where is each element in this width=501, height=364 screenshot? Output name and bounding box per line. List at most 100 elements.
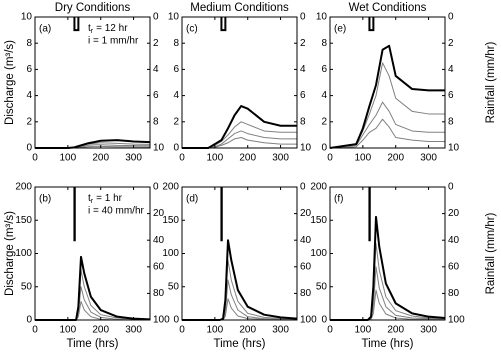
y-tick-label: 0 (321, 143, 327, 154)
y-tick-label: 2 (26, 116, 32, 127)
intensity-label: i = 40 mm/hr (88, 206, 145, 217)
y2-tick-label: 0 (448, 12, 454, 23)
y2-tick-label: 100 (300, 315, 317, 326)
y2-tick-label: 100 (153, 315, 170, 326)
panel-label: (c) (186, 24, 198, 35)
x-tick-label: 100 (60, 153, 77, 164)
y-tick-label: 200 (310, 182, 327, 193)
panel-label: (e) (334, 24, 346, 35)
x-tick-label: 0 (327, 153, 333, 164)
y2-tick-label: 0 (300, 182, 306, 193)
y-tick-label: 50 (21, 281, 33, 292)
x-tick-label: 0 (32, 153, 38, 164)
y-tick-label: 200 (15, 182, 32, 193)
x-axis-label: Time (hrs) (214, 338, 266, 350)
y2-tick-label: 8 (448, 116, 454, 127)
y2-tick-label: 0 (153, 12, 159, 23)
y-tick-label: 0 (173, 315, 179, 326)
x-tick-label: 200 (387, 325, 404, 336)
rainfall-pulse (369, 17, 373, 30)
x-tick-label: 100 (207, 325, 224, 336)
x-tick-label: 300 (125, 325, 142, 336)
y2-tick-label: 8 (153, 116, 159, 127)
discharge-line (182, 131, 297, 148)
y-tick-label: 50 (168, 281, 180, 292)
panel-title: Medium Conditions (190, 2, 289, 14)
x-axis-label: Time (hrs) (67, 338, 119, 350)
y-tick-label: 8 (26, 38, 32, 49)
x-tick-label: 100 (355, 325, 372, 336)
y2-tick-label: 10 (448, 143, 460, 154)
y-tick-label: 100 (15, 248, 32, 259)
rainfall-pulse (221, 17, 225, 30)
x-tick-label: 200 (239, 153, 256, 164)
y-tick-label: 200 (162, 182, 179, 193)
duration-label: tr= 1 hr (88, 193, 123, 205)
y2-axis-label: Rainfall (mm/hr) (485, 212, 497, 294)
y-axis-label: Discharge (m³/s) (4, 211, 16, 296)
duration-label: tr= 12 hr (88, 23, 128, 35)
y-tick-label: 10 (21, 12, 33, 23)
discharge-line (182, 106, 297, 148)
y2-tick-label: 4 (300, 64, 306, 75)
x-tick-label: 300 (420, 153, 437, 164)
y2-tick-label: 40 (153, 235, 165, 246)
x-tick-label: 300 (272, 325, 289, 336)
y2-tick-label: 6 (153, 90, 159, 101)
y2-tick-label: 2 (448, 38, 454, 49)
panel-label: (f) (334, 194, 343, 205)
y-tick-label: 0 (321, 315, 327, 326)
x-tick-label: 200 (239, 325, 256, 336)
x-tick-label: 0 (179, 153, 185, 164)
y-tick-label: 8 (173, 38, 179, 49)
y2-tick-label: 10 (300, 143, 312, 154)
y-tick-label: 150 (15, 215, 32, 226)
discharge-line (35, 301, 150, 320)
discharge-line (330, 267, 445, 320)
x-tick-label: 300 (420, 325, 437, 336)
y-tick-label: 10 (316, 12, 328, 23)
y-tick-label: 0 (26, 143, 32, 154)
y2-tick-label: 60 (153, 261, 165, 272)
intensity-label: i = 1 mm/hr (88, 36, 139, 47)
x-tick-label: 0 (32, 325, 38, 336)
y-tick-label: 2 (321, 116, 327, 127)
panel-label: (a) (39, 24, 51, 35)
y-tick-label: 6 (26, 64, 32, 75)
discharge-line (330, 217, 445, 320)
y2-tick-label: 60 (448, 261, 460, 272)
y-tick-label: 6 (173, 64, 179, 75)
y-tick-label: 10 (168, 12, 180, 23)
x-tick-label: 200 (92, 325, 109, 336)
y2-tick-label: 2 (153, 38, 159, 49)
duration-subscript: r (91, 28, 94, 35)
x-tick-label: 0 (327, 325, 333, 336)
y2-tick-label: 40 (448, 235, 460, 246)
x-tick-label: 300 (125, 153, 142, 164)
y-tick-label: 0 (26, 315, 32, 326)
panel-label: (b) (39, 194, 51, 205)
y2-tick-label: 20 (448, 208, 460, 219)
y2-tick-label: 100 (448, 315, 465, 326)
y-axis-label: Discharge (m³/s) (4, 40, 16, 125)
duration-text: = 1 hr (96, 193, 123, 204)
y2-tick-label: 80 (153, 288, 165, 299)
y2-tick-label: 80 (448, 288, 460, 299)
y2-axis-label: Rainfall (mm/hr) (485, 41, 497, 123)
duration-text: = 12 hr (96, 23, 128, 34)
y-tick-label: 4 (173, 90, 179, 101)
y-tick-label: 4 (26, 90, 32, 101)
plot-frame (330, 187, 445, 320)
y2-tick-label: 40 (300, 235, 312, 246)
rainfall-pulse (74, 17, 78, 30)
discharge-line (182, 240, 297, 320)
y-tick-label: 50 (316, 281, 328, 292)
x-tick-label: 100 (355, 153, 372, 164)
y-tick-label: 100 (162, 248, 179, 259)
plot-frame (330, 17, 445, 148)
y2-tick-label: 60 (300, 261, 312, 272)
y2-tick-label: 4 (448, 64, 454, 75)
x-tick-label: 100 (60, 325, 77, 336)
y-tick-label: 6 (321, 64, 327, 75)
